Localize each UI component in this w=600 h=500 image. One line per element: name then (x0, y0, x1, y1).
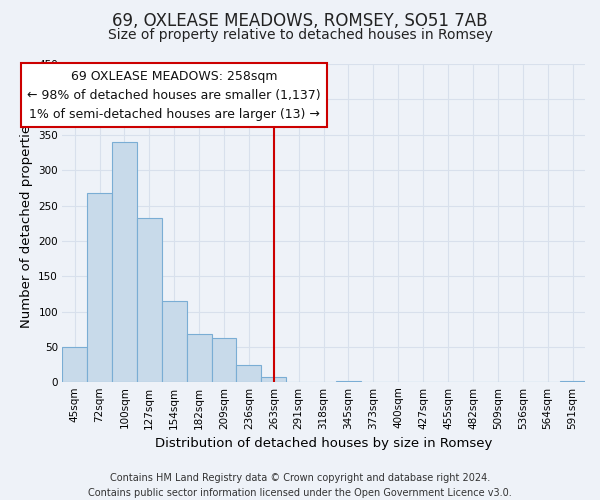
X-axis label: Distribution of detached houses by size in Romsey: Distribution of detached houses by size … (155, 437, 492, 450)
Text: Contains HM Land Registry data © Crown copyright and database right 2024.
Contai: Contains HM Land Registry data © Crown c… (88, 472, 512, 498)
Text: 69 OXLEASE MEADOWS: 258sqm
← 98% of detached houses are smaller (1,137)
1% of se: 69 OXLEASE MEADOWS: 258sqm ← 98% of deta… (28, 70, 321, 120)
Bar (112, 142, 137, 382)
Bar (87, 194, 112, 382)
Y-axis label: Number of detached properties: Number of detached properties (20, 118, 32, 328)
Bar (187, 334, 212, 382)
Bar (236, 364, 262, 382)
Text: 69, OXLEASE MEADOWS, ROMSEY, SO51 7AB: 69, OXLEASE MEADOWS, ROMSEY, SO51 7AB (112, 12, 488, 30)
Bar (137, 218, 162, 382)
Bar (262, 376, 286, 382)
Text: Size of property relative to detached houses in Romsey: Size of property relative to detached ho… (107, 28, 493, 42)
Bar (336, 381, 361, 382)
Bar (162, 301, 187, 382)
Bar (560, 381, 585, 382)
Bar (212, 338, 236, 382)
Bar (62, 347, 87, 382)
